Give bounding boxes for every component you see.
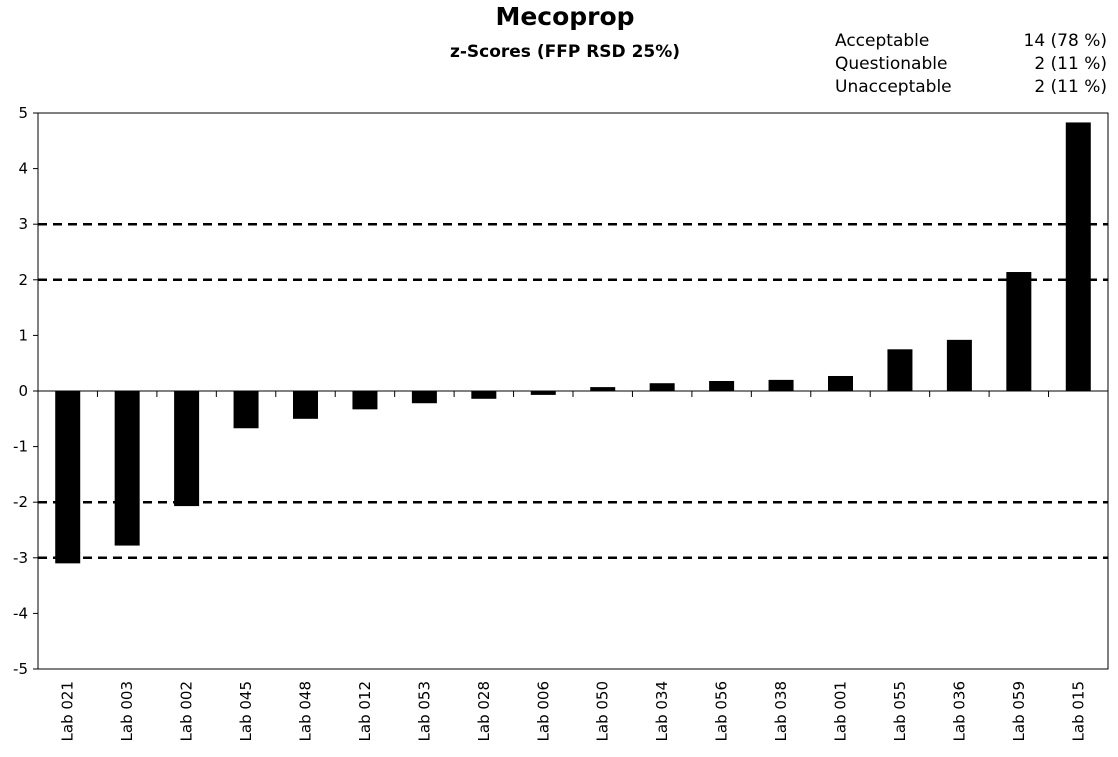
stat-row-acceptable: Acceptable 14 (78 %) bbox=[835, 30, 1107, 53]
stat-label: Questionable bbox=[835, 54, 948, 74]
bar bbox=[709, 380, 735, 391]
y-tick-label: -2 bbox=[13, 493, 28, 511]
y-tick-label: 0 bbox=[18, 382, 28, 400]
x-tick-label: Lab 048 bbox=[297, 681, 315, 741]
x-tick-label: Lab 034 bbox=[653, 681, 671, 741]
x-tick-label: Lab 001 bbox=[832, 681, 850, 741]
y-tick-label: 1 bbox=[18, 326, 28, 344]
y-tick-label: 2 bbox=[18, 271, 28, 289]
bar bbox=[530, 391, 556, 395]
x-tick-label: Lab 055 bbox=[891, 681, 909, 741]
bar bbox=[946, 339, 972, 391]
bar bbox=[887, 349, 913, 391]
x-tick-label: Lab 015 bbox=[1069, 681, 1087, 741]
stat-label: Unacceptable bbox=[835, 77, 952, 97]
bar bbox=[768, 379, 794, 391]
bar bbox=[1065, 122, 1091, 392]
x-tick-label: Lab 028 bbox=[475, 681, 493, 741]
bar bbox=[649, 383, 675, 391]
y-tick-label: 5 bbox=[18, 104, 28, 122]
y-tick-label: 3 bbox=[18, 215, 28, 233]
y-tick-label: -4 bbox=[13, 604, 28, 622]
x-tick-label: Lab 038 bbox=[772, 681, 790, 741]
x-tick-label: Lab 003 bbox=[118, 681, 136, 741]
x-tick-label: Lab 059 bbox=[1010, 681, 1028, 741]
bar bbox=[1006, 272, 1032, 391]
y-tick-label: 4 bbox=[18, 160, 28, 178]
y-tick-label: -1 bbox=[13, 438, 28, 456]
bar bbox=[828, 375, 853, 391]
stat-value: 2 (11 %) bbox=[1034, 54, 1107, 74]
x-tick-label: Lab 056 bbox=[713, 681, 731, 741]
bar bbox=[411, 391, 437, 404]
y-tick-label: -5 bbox=[13, 660, 28, 678]
stat-row-unacceptable: Unacceptable 2 (11 %) bbox=[835, 76, 1107, 99]
bar bbox=[174, 391, 200, 507]
bar bbox=[114, 391, 140, 546]
x-tick-label: Lab 050 bbox=[594, 681, 612, 741]
chart-title: Mecoprop bbox=[495, 2, 635, 31]
bar bbox=[352, 391, 378, 410]
x-tick-label: Lab 036 bbox=[950, 681, 968, 741]
stats-summary: Acceptable 14 (78 %) Questionable 2 (11 … bbox=[835, 30, 1107, 99]
chart-subtitle: z-Scores (FFP RSD 25%) bbox=[449, 42, 681, 62]
x-tick-label: Lab 021 bbox=[59, 681, 77, 741]
bar bbox=[55, 391, 81, 564]
bar bbox=[590, 387, 616, 391]
x-tick-label: Lab 053 bbox=[415, 681, 433, 741]
stat-value: 2 (11 %) bbox=[1034, 77, 1107, 97]
stat-row-questionable: Questionable 2 (11 %) bbox=[835, 53, 1107, 76]
y-tick-label: -3 bbox=[13, 549, 28, 567]
x-tick-label: Lab 002 bbox=[178, 681, 196, 741]
stat-label: Acceptable bbox=[835, 31, 930, 51]
bar bbox=[471, 391, 497, 399]
stat-value: 14 (78 %) bbox=[1023, 31, 1108, 51]
x-tick-label: Lab 012 bbox=[356, 681, 374, 741]
x-tick-label: Lab 006 bbox=[534, 681, 552, 741]
bar bbox=[293, 391, 318, 419]
bar bbox=[233, 391, 259, 429]
x-tick-label: Lab 045 bbox=[237, 681, 255, 741]
